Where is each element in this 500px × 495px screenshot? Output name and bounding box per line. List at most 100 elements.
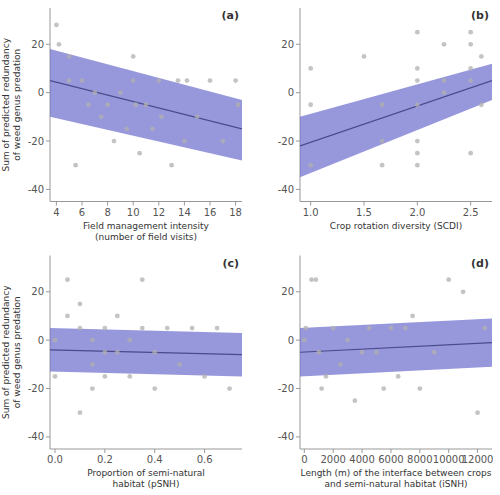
y-tick-label: 20 <box>31 286 44 297</box>
x-axis-label: Field management intensity(number of fie… <box>83 221 209 242</box>
scatter-point <box>124 127 129 132</box>
figure: -40-200204681012141618Field management i… <box>0 0 500 495</box>
scatter-point <box>374 350 379 355</box>
x-tick-label: 14 <box>178 207 191 218</box>
scatter-point <box>127 374 132 379</box>
scatter-point <box>380 102 385 107</box>
scatter-point <box>468 151 473 156</box>
scatter-point <box>220 139 225 144</box>
scatter-point <box>236 102 241 107</box>
scatter-point <box>215 326 220 331</box>
scatter-point <box>176 78 181 83</box>
y-tick <box>296 92 300 93</box>
scatter-point <box>475 410 480 415</box>
scatter-point <box>169 163 174 168</box>
y-tick <box>296 291 300 292</box>
y-tick-label: 20 <box>281 286 294 297</box>
y-tick-label: -40 <box>28 431 44 442</box>
scatter-point <box>403 326 408 331</box>
panel: -40-20020020004000600080001000012000Leng… <box>278 256 494 490</box>
confidence-band <box>300 318 492 376</box>
regression-line <box>50 81 242 129</box>
y-axis-label: Sum of predicted redundancyof weed genus… <box>1 285 22 419</box>
y-tick <box>46 141 50 142</box>
scatter-point <box>389 326 394 331</box>
scatter-point <box>67 54 72 59</box>
scatter-point <box>202 374 207 379</box>
x-tick-label: 8000 <box>407 454 432 465</box>
y-tick <box>296 141 300 142</box>
x-tick-label: 16 <box>204 207 217 218</box>
y-tick-label: 0 <box>38 87 44 98</box>
y-tick-label: 0 <box>288 335 294 346</box>
scatter-point <box>380 163 385 168</box>
scatter-point <box>54 23 59 28</box>
scatter-point <box>115 314 120 319</box>
y-tick <box>296 189 300 190</box>
scatter-point <box>131 78 136 83</box>
scatter-point <box>432 350 437 355</box>
scatter-point <box>482 326 487 331</box>
x-tick <box>56 202 57 206</box>
scatter-point <box>479 54 484 59</box>
x-tick-label: 0.4 <box>147 454 163 465</box>
scatter-point <box>303 326 308 331</box>
scatter-point <box>345 338 350 343</box>
scatter-point <box>152 386 157 391</box>
scatter-point <box>105 102 110 107</box>
scatter-point <box>331 326 336 331</box>
x-tick-label: 10000 <box>433 454 465 465</box>
scatter-point <box>360 350 365 355</box>
scatter-point <box>112 139 117 144</box>
x-tick <box>235 202 236 206</box>
scatter-point <box>227 386 232 391</box>
scatter-point <box>131 54 136 59</box>
scatter-point <box>144 102 149 107</box>
scatter-point <box>80 78 85 83</box>
x-tick <box>54 449 55 453</box>
x-tick <box>107 202 108 206</box>
scatter-point <box>78 410 83 415</box>
scatter-point <box>90 386 95 391</box>
y-tick-label: 20 <box>31 39 44 50</box>
x-tick-label: 0.6 <box>197 454 213 465</box>
y-axis-label: Sum of predicted redundancyof weed genus… <box>1 37 22 171</box>
scatter-point <box>152 350 157 355</box>
y-tick <box>46 291 50 292</box>
y-tick <box>46 189 50 190</box>
plot-area <box>300 277 492 415</box>
scatter-point <box>127 338 132 343</box>
x-tick <box>448 449 449 453</box>
x-tick <box>362 449 363 453</box>
scatter-point <box>190 326 195 331</box>
scatter-point <box>195 114 200 119</box>
x-axis-line <box>300 201 492 202</box>
scatter-point <box>102 350 107 355</box>
scatter-point <box>140 277 145 282</box>
plot-area <box>50 23 242 168</box>
scatter-point <box>417 386 422 391</box>
panel-label: (a) <box>222 9 239 22</box>
scatter-point <box>313 277 318 282</box>
panel-label: (c) <box>222 257 239 270</box>
scatter-point <box>415 151 420 156</box>
y-tick-label: -20 <box>28 383 44 394</box>
scatter-point <box>86 102 91 107</box>
scatter-point <box>468 78 473 83</box>
x-axis-line <box>50 201 242 202</box>
scatter-point <box>90 338 95 343</box>
scatter-point <box>316 350 321 355</box>
scatter-point <box>99 114 104 119</box>
x-tick <box>417 202 418 206</box>
scatter-point <box>324 374 329 379</box>
scatter-point <box>208 78 213 83</box>
x-tick-label: 4 <box>53 207 59 218</box>
regression-line <box>300 343 492 353</box>
confidence-band <box>300 64 492 178</box>
scatter-point <box>308 163 313 168</box>
panel-label: (b) <box>471 9 489 22</box>
x-tick <box>133 202 134 206</box>
scatter-point <box>362 54 367 59</box>
y-tick-label: -20 <box>278 136 294 147</box>
x-tick <box>470 202 471 206</box>
